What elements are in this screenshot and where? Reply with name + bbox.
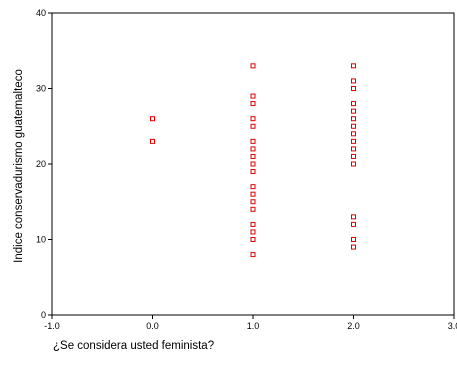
y-axis-title: Indice conservadurismo guatemalteco: [13, 69, 25, 263]
data-point: [351, 101, 356, 107]
data-point: [250, 138, 256, 144]
data-point: [351, 214, 356, 220]
data-point: [250, 221, 256, 227]
data-point: [351, 123, 356, 129]
data-point: [250, 229, 256, 235]
y-axis: 0 10 20 30 40: [36, 8, 52, 320]
y-tick-label: 40: [36, 8, 46, 18]
data-point: [250, 199, 256, 205]
x-axis-title: ¿Se considera usted feminista?: [53, 340, 214, 352]
data-point: [351, 63, 356, 69]
data-point: [250, 184, 256, 190]
x-tick-label: 2.0: [347, 321, 360, 331]
data-point: [250, 116, 256, 122]
data-point: [250, 169, 256, 175]
x-axis: -1.0 0.0 1.0 2.0 3.0: [44, 315, 457, 331]
data-point: [150, 116, 155, 122]
data-point: [351, 86, 356, 91]
data-point: [351, 161, 356, 167]
y-tick-label: 10: [36, 235, 46, 245]
data-point: [150, 138, 155, 144]
x-tick-label: -1.0: [44, 321, 60, 331]
data-point: [250, 206, 256, 212]
data-point: [351, 237, 356, 242]
data-point: [250, 153, 256, 159]
data-point: [250, 63, 256, 69]
x-tick-label: 1.0: [247, 321, 260, 331]
data-point: [351, 78, 356, 84]
data-point: [351, 131, 356, 137]
y-tick-label: 30: [36, 84, 46, 94]
data-points: [150, 63, 356, 258]
data-point: [351, 108, 356, 114]
data-point: [351, 153, 356, 159]
data-point: [351, 116, 356, 122]
x-tick-label: 0.0: [146, 321, 159, 331]
data-point: [250, 123, 256, 129]
data-point: [250, 252, 256, 258]
data-point: [250, 146, 256, 152]
data-point: [250, 93, 256, 99]
data-point: [351, 146, 356, 152]
data-point: [351, 244, 356, 250]
data-point: [351, 221, 356, 227]
y-tick-label: 20: [36, 159, 46, 169]
data-point: [250, 161, 256, 167]
data-point: [351, 138, 356, 144]
y-tick-label: 0: [41, 310, 46, 320]
x-tick-label: 3.0: [448, 321, 457, 331]
data-point: [250, 101, 256, 107]
data-point: [250, 237, 256, 242]
data-point: [250, 191, 256, 197]
